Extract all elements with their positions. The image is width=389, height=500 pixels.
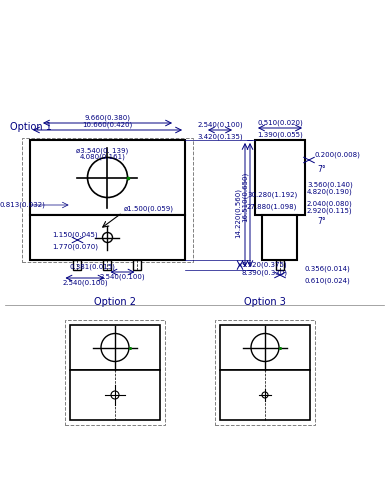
Bar: [215, 320, 315, 425]
Text: 27.880(1.098): 27.880(1.098): [247, 204, 297, 210]
Text: 8.390(0.330): 8.390(0.330): [242, 270, 288, 276]
Text: 0.381(0.015): 0.381(0.015): [70, 264, 116, 270]
Text: 2.040(0.080): 2.040(0.080): [307, 200, 353, 207]
Text: 9.520(0.375): 9.520(0.375): [242, 262, 287, 268]
Bar: [220, 370, 310, 420]
Text: Option 3: Option 3: [244, 297, 286, 307]
Text: 7°: 7°: [317, 166, 326, 174]
Text: 14.220(0.560): 14.220(0.560): [235, 188, 241, 238]
Bar: [30, 140, 185, 215]
Text: 2.920(0.115): 2.920(0.115): [307, 208, 352, 214]
Text: 1.150(0.045): 1.150(0.045): [53, 232, 98, 238]
Text: 0.813(0.032): 0.813(0.032): [0, 202, 46, 208]
Text: 2.540(0.100): 2.540(0.100): [100, 274, 145, 280]
Text: 0.356(0.014): 0.356(0.014): [305, 266, 351, 272]
Text: 1.390(0.055): 1.390(0.055): [257, 131, 303, 138]
Text: 10.660(0.420): 10.660(0.420): [82, 122, 133, 128]
Bar: [262, 215, 297, 260]
Bar: [30, 215, 185, 260]
Text: 0.200(0.008): 0.200(0.008): [315, 152, 361, 158]
Bar: [70, 325, 160, 370]
Bar: [255, 140, 305, 215]
Text: ø1.500(0.059): ø1.500(0.059): [123, 205, 173, 212]
Text: Option 1: Option 1: [10, 122, 52, 132]
Text: Option 2: Option 2: [94, 297, 136, 307]
Text: 1.770(0.070): 1.770(0.070): [53, 244, 98, 250]
Bar: [65, 320, 165, 425]
Text: 0.510(0.020): 0.510(0.020): [257, 120, 303, 126]
Bar: [220, 325, 310, 370]
Text: 9.660(0.380): 9.660(0.380): [84, 114, 130, 121]
Text: 3.420(0.135): 3.420(0.135): [197, 133, 243, 140]
Text: 2.540(0.100): 2.540(0.100): [62, 280, 108, 286]
Bar: [103, 260, 112, 270]
Text: 2.540(0.100): 2.540(0.100): [197, 122, 243, 128]
Text: 0.610(0.024): 0.610(0.024): [305, 278, 351, 284]
Bar: [276, 260, 284, 270]
Text: 30.280(1.192): 30.280(1.192): [247, 192, 297, 198]
Bar: [22, 138, 193, 262]
Text: 16.510(0.650): 16.510(0.650): [242, 172, 248, 222]
Text: 7°: 7°: [317, 218, 326, 226]
Bar: [74, 260, 82, 270]
Bar: [133, 260, 142, 270]
Text: ø3.540(0. 139): ø3.540(0. 139): [76, 148, 129, 154]
Text: 3.560(0.140): 3.560(0.140): [307, 182, 353, 188]
Text: 4.820(0.190): 4.820(0.190): [307, 188, 353, 195]
Text: 4.080(0.161): 4.080(0.161): [80, 154, 125, 160]
Bar: [70, 370, 160, 420]
